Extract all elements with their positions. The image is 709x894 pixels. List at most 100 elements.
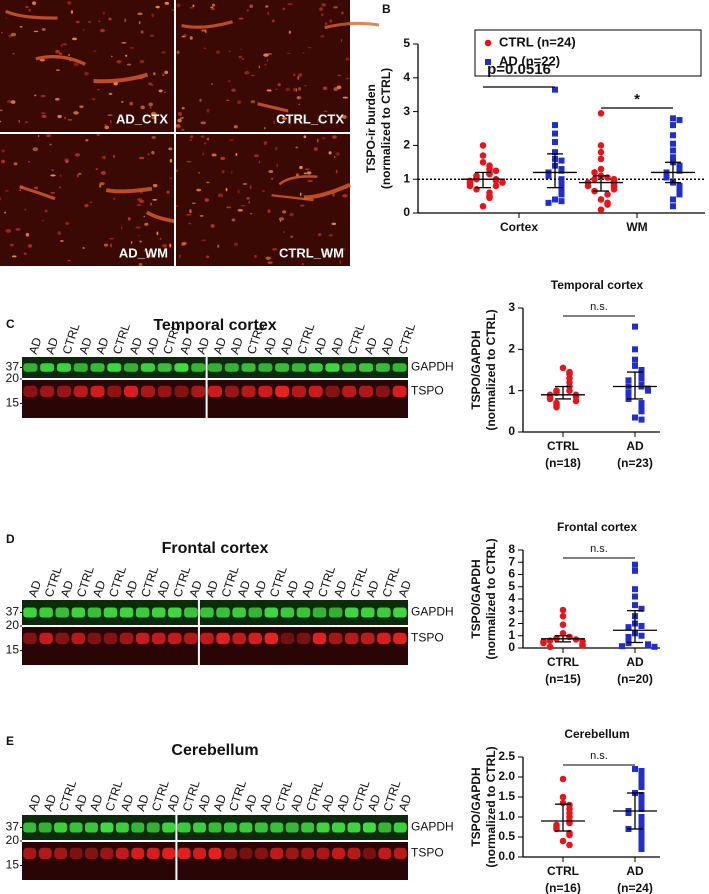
speckle xyxy=(220,156,226,160)
gapdh-band xyxy=(23,607,37,618)
speckle xyxy=(41,114,47,118)
tspo-band xyxy=(254,847,268,860)
data-point xyxy=(597,165,605,173)
annotation: p=0.0516 xyxy=(487,61,551,78)
speckle xyxy=(299,204,305,207)
speckle xyxy=(345,57,350,61)
tspo-band xyxy=(55,632,69,645)
speckle xyxy=(199,98,202,102)
data-point xyxy=(638,806,645,812)
speckle xyxy=(233,125,238,129)
speckle xyxy=(235,153,238,156)
tspo-band xyxy=(151,632,166,645)
data-point xyxy=(597,142,605,149)
speckle xyxy=(203,47,207,50)
speckle xyxy=(41,219,44,222)
gapdh-band xyxy=(224,363,239,372)
speckle xyxy=(333,87,338,92)
gapdh-band xyxy=(115,822,129,833)
speckle xyxy=(169,243,172,248)
tspo-band xyxy=(275,385,290,398)
speckle xyxy=(275,88,278,90)
tspo-band xyxy=(285,847,299,860)
speckle xyxy=(342,96,348,99)
y-axis-label: (normalized to CTRL) xyxy=(484,746,498,867)
lane-label: AD xyxy=(127,335,146,355)
speckle xyxy=(89,201,93,203)
data-point xyxy=(584,182,592,190)
data-point xyxy=(638,842,645,848)
gapdh-band xyxy=(55,607,69,618)
speckle xyxy=(335,169,338,174)
data-point xyxy=(638,834,645,840)
band-label: TSPO xyxy=(411,846,444,860)
x-tick-label: CTRL xyxy=(547,655,579,669)
speckle xyxy=(249,4,254,8)
speckle xyxy=(267,11,269,15)
y-axis-label: TSPO/GAPDH xyxy=(469,767,483,846)
speckle xyxy=(19,189,21,191)
speckle xyxy=(190,135,194,139)
tspo-band xyxy=(312,632,327,645)
data-point xyxy=(632,346,638,353)
speckle xyxy=(149,105,152,109)
speckle xyxy=(135,226,141,229)
tspo-band xyxy=(39,632,53,645)
speckle xyxy=(49,143,52,146)
speckle xyxy=(103,155,106,160)
y-tick-label: 2.5 xyxy=(498,749,515,763)
speckle xyxy=(177,118,182,123)
speckle xyxy=(11,255,17,258)
speckle xyxy=(149,34,155,37)
tspo-band xyxy=(347,847,361,860)
speckle xyxy=(231,218,236,222)
y-tick-label: 1 xyxy=(508,628,515,642)
speckle xyxy=(141,192,143,194)
y-tick-label: 0 xyxy=(508,424,515,438)
micrograph-label: AD_CTX xyxy=(116,111,168,126)
x-tick-count: (n=24) xyxy=(617,881,653,894)
data-point xyxy=(632,323,638,330)
data-point xyxy=(604,201,611,208)
speckle xyxy=(295,146,299,149)
tspo-band xyxy=(146,847,160,860)
gapdh-band xyxy=(107,363,122,372)
lane-label: AD xyxy=(319,792,338,812)
speckle xyxy=(204,198,210,202)
speckle xyxy=(217,244,220,248)
speckle xyxy=(152,72,156,76)
speckle xyxy=(317,233,322,237)
speckle xyxy=(217,193,224,198)
speckle xyxy=(139,59,145,64)
gapdh-band xyxy=(312,607,327,618)
gapdh-band xyxy=(270,822,284,833)
speckle xyxy=(266,89,272,92)
speckle xyxy=(189,6,194,9)
speckle xyxy=(164,247,167,250)
data-point xyxy=(638,830,645,836)
speckle xyxy=(57,114,62,119)
lane-label: AD xyxy=(235,578,254,598)
speckle xyxy=(266,58,269,62)
lane-label: AD xyxy=(211,792,230,812)
y-tick-label: 5 xyxy=(508,579,515,593)
y-tick-label: 3 xyxy=(508,300,515,314)
speckle xyxy=(163,91,166,94)
data-point xyxy=(553,403,560,411)
speckle xyxy=(18,119,21,123)
speckle xyxy=(285,87,291,92)
data-point xyxy=(552,149,558,156)
speckle xyxy=(138,20,141,25)
data-point xyxy=(632,602,638,609)
tspo-band xyxy=(200,632,214,645)
micrograph-label: CTRL_WM xyxy=(279,245,344,260)
speckle xyxy=(34,186,39,190)
tspo-band xyxy=(393,632,407,645)
lane-label: AD xyxy=(177,335,196,355)
speckle xyxy=(206,137,210,141)
data-point xyxy=(552,139,558,146)
speckle xyxy=(333,6,338,9)
speckle xyxy=(276,163,279,168)
speckle xyxy=(278,217,285,221)
speckle xyxy=(60,240,64,243)
